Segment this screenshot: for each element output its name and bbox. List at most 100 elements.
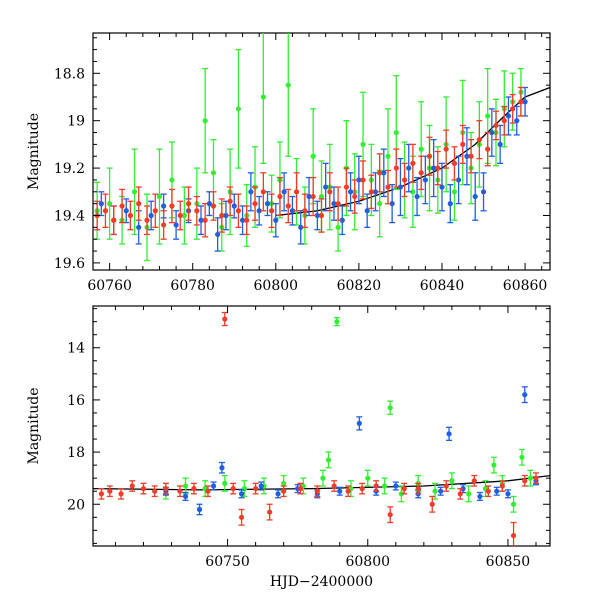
data-point-series-3 [459, 124, 466, 165]
data-point-series-1 [333, 317, 340, 327]
data-point-series-3 [418, 155, 425, 191]
data-point-series-2 [447, 184, 454, 224]
data-point-series-3 [384, 169, 391, 205]
data-point-series-3 [510, 521, 517, 546]
data-point-series-3 [351, 179, 358, 214]
data-point-series-3 [218, 198, 225, 233]
data-point-series-3 [314, 485, 321, 498]
data-point-series-2 [397, 157, 404, 217]
data-point-series-2 [347, 172, 354, 212]
data-point-series-3 [293, 172, 300, 212]
data-point-series-2 [218, 461, 225, 474]
data-point-series-1 [510, 495, 517, 513]
data-point-series-2 [497, 124, 504, 165]
data-point-series-3 [443, 480, 450, 492]
data-point-series-3 [521, 474, 528, 487]
data-point-series-3 [190, 482, 197, 495]
data-point-series-2 [364, 193, 371, 228]
data-point-series-2 [272, 202, 279, 238]
data-point-series-3 [301, 193, 308, 228]
data-point-series-3 [359, 482, 366, 495]
data-point-series-3 [243, 205, 250, 236]
bottom-panel-y-axis-label: Magnitude [26, 387, 42, 464]
data-point-series-3 [227, 186, 234, 217]
data-point-series-2 [206, 191, 213, 217]
data-point-series-2 [275, 489, 282, 499]
y-tick-label: 19.4 [54, 208, 85, 224]
data-point-series-2 [455, 155, 462, 205]
data-point-series-3 [499, 480, 506, 492]
data-point-series-1 [260, 33, 267, 165]
data-point-series-3 [252, 186, 259, 221]
x-tick-label: 60820 [337, 278, 382, 294]
data-point-series-3 [318, 198, 325, 233]
data-point-series-3 [492, 110, 499, 141]
data-point-series-3 [297, 482, 304, 495]
bottom-panel-x-axis-label: HJD−2400000 [270, 574, 373, 590]
data-point-series-3 [221, 311, 228, 327]
data-point-series-3 [144, 205, 151, 236]
data-point-series-3 [202, 202, 209, 238]
x-tick-label: 60800 [345, 554, 390, 570]
data-point-series-2 [356, 416, 363, 431]
data-point-series-2 [314, 200, 321, 231]
data-point-series-3 [345, 485, 352, 498]
data-point-series-2 [504, 489, 511, 499]
data-point-series-3 [457, 487, 464, 500]
data-point-series-3 [260, 172, 267, 212]
data-point-series-3 [376, 153, 383, 193]
data-point-series-3 [401, 162, 408, 198]
data-point-series-2 [247, 172, 254, 212]
y-tick-label: 19.2 [54, 161, 85, 177]
y-tick-label: 14 [67, 341, 85, 357]
top-panel-frame [92, 32, 551, 271]
data-point-series-2 [210, 481, 217, 491]
data-point-series-2 [238, 489, 245, 499]
data-point-series-1 [300, 477, 307, 495]
data-point-series-2 [380, 148, 387, 198]
data-point-series-2 [289, 195, 296, 226]
data-point-series-3 [98, 487, 105, 500]
data-point-series-1 [482, 480, 489, 498]
data-point-series-3 [129, 480, 136, 492]
data-point-series-1 [131, 148, 138, 236]
data-point-series-3 [276, 176, 283, 217]
data-point-series-3 [185, 186, 192, 221]
data-point-series-1 [364, 469, 371, 487]
data-point-series-3 [238, 508, 245, 526]
data-point-series-2 [148, 200, 155, 231]
data-point-series-1 [490, 456, 497, 474]
data-point-series-2 [463, 127, 470, 186]
data-point-series-3 [280, 485, 287, 498]
x-tick-label: 60850 [486, 554, 531, 570]
data-point-series-3 [268, 193, 275, 228]
data-point-series-2 [438, 162, 445, 212]
data-point-series-3 [160, 210, 167, 240]
data-point-series-3 [210, 191, 217, 221]
data-point-series-3 [373, 480, 380, 492]
data-point-series-3 [118, 487, 125, 500]
data-point-series-2 [437, 486, 444, 496]
data-point-series-3 [266, 503, 273, 521]
data-point-series-3 [106, 485, 113, 498]
bottom-panel-ticks: 60750 60800 60850 14 16 18 20 [67, 306, 550, 570]
data-point-series-3 [387, 506, 394, 524]
data-point-series-3 [409, 143, 416, 183]
data-point-series-2 [488, 108, 495, 157]
data-point-series-3 [310, 176, 317, 217]
bottom-panel-frame [92, 305, 551, 547]
data-point-series-3 [193, 195, 200, 226]
data-point-series-1 [182, 477, 189, 495]
data-point-series-3 [401, 482, 408, 495]
data-point-series-1 [347, 480, 354, 498]
y-tick-label: 20 [67, 497, 85, 513]
data-point-series-3 [151, 485, 158, 498]
data-point-series-1 [221, 474, 228, 492]
data-point-series-2 [389, 184, 396, 224]
x-tick-label: 60760 [87, 278, 132, 294]
data-point-series-2 [222, 200, 229, 231]
data-point-series-1 [106, 167, 113, 240]
data-point-series-2 [182, 491, 189, 501]
data-point-series-2 [392, 481, 399, 491]
